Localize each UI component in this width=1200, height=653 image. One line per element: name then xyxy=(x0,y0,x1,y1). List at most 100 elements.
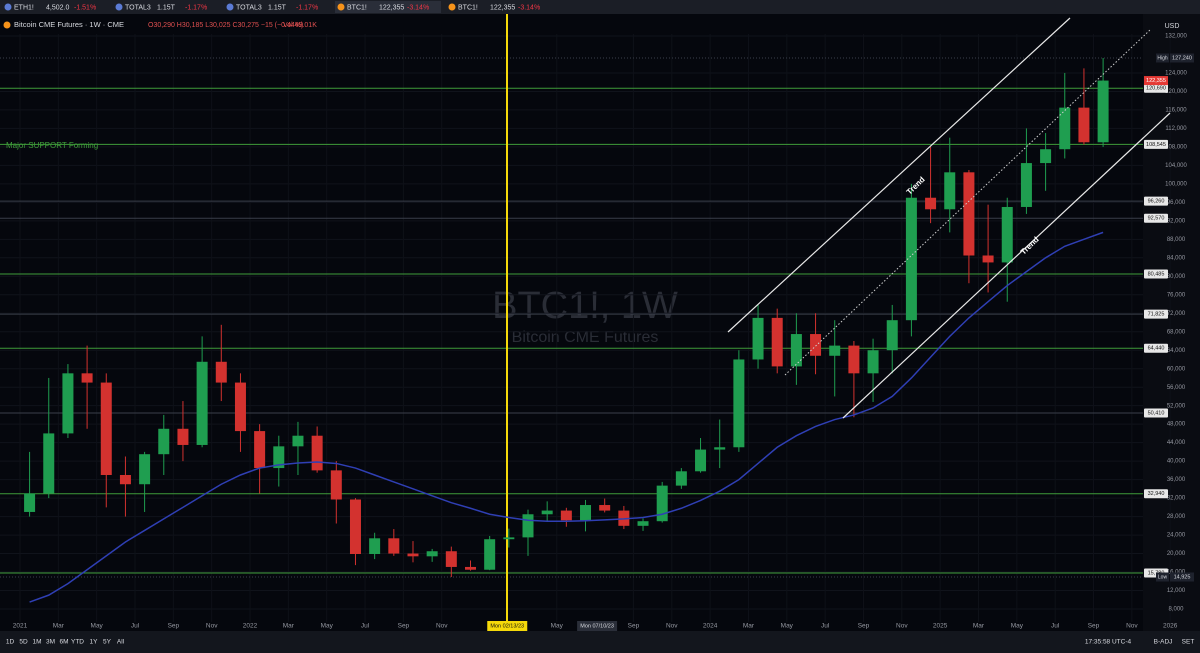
x-tick-label: Nov xyxy=(206,623,218,630)
level-label-bg xyxy=(1144,489,1168,499)
y-tick-label: 60,000 xyxy=(1167,366,1186,372)
tab-icon xyxy=(337,3,345,11)
status-adj[interactable]: B-ADJ xyxy=(1154,639,1173,646)
y-tick-label: 32,000 xyxy=(1167,496,1186,502)
y-tick-label: 112,000 xyxy=(1165,126,1187,132)
candle-body xyxy=(273,446,285,469)
y-tick-label: 40,000 xyxy=(1167,459,1186,465)
tag-value-bg xyxy=(1170,53,1194,63)
y-tick-label: 76,000 xyxy=(1167,292,1186,298)
timeframe-button[interactable]: 1M xyxy=(32,639,41,646)
level-label-bg xyxy=(1144,309,1168,319)
candle-body xyxy=(1078,107,1090,143)
status-set[interactable]: SET xyxy=(1182,639,1195,646)
timeframe-button[interactable]: 5D xyxy=(19,639,28,646)
tab[interactable]: BTC1! 122,355 -3.14% xyxy=(335,1,441,13)
timeframe-button[interactable]: YTD xyxy=(71,639,84,646)
grid: BTC1!, 1W Bitcoin CME Futures xyxy=(0,14,1171,622)
candle-body xyxy=(656,485,668,522)
y-tick-label: 92,000 xyxy=(1167,218,1186,224)
candle-body xyxy=(560,510,572,521)
candle-body xyxy=(445,551,457,567)
timeframe-button[interactable]: All xyxy=(117,639,125,646)
trend-line xyxy=(727,17,1071,333)
x-tick-label: Nov xyxy=(896,623,908,630)
tab-change: -1.17% xyxy=(296,4,318,11)
timeframe-button[interactable]: 3M xyxy=(46,639,55,646)
tab[interactable]: TOTAL3 1.15T -1.17% xyxy=(224,1,330,13)
tab-bg[interactable] xyxy=(446,1,552,13)
candle-body xyxy=(810,334,822,356)
last-price: 122,355 xyxy=(1146,78,1166,84)
timeframe-button[interactable]: 1D xyxy=(6,639,15,646)
candle-body xyxy=(733,359,745,448)
candle-body xyxy=(944,172,956,210)
trend-line xyxy=(842,112,1171,419)
last-price-bg xyxy=(1144,76,1168,86)
candle-body xyxy=(752,317,764,360)
candle-body xyxy=(464,566,476,570)
date-marker: Mon 07/10/23 xyxy=(580,623,614,629)
moving-average xyxy=(29,231,1104,603)
tab-price: 4,502.0 xyxy=(46,4,69,11)
x-tick-label: Mar xyxy=(283,623,295,630)
candle-body xyxy=(388,538,400,554)
candle-body xyxy=(139,454,151,485)
tab[interactable]: BTC1! 122,355 -3.14% xyxy=(446,1,552,13)
candle-body xyxy=(886,320,898,351)
tag-value: 127,240 xyxy=(1172,55,1192,61)
x-tick-label: Sep xyxy=(398,623,410,630)
x-tick-label: May xyxy=(551,623,564,630)
level-label: 96,260 xyxy=(1148,199,1165,205)
y-tick-label: 116,000 xyxy=(1165,108,1187,114)
y-tick-label: 88,000 xyxy=(1167,237,1186,243)
tab-change: -3.14% xyxy=(407,4,429,11)
timeframe-button[interactable]: 5Y xyxy=(103,639,112,646)
tab[interactable]: TOTAL3 1.15T -1.17% xyxy=(113,1,219,13)
candle-body xyxy=(62,373,74,434)
tab-bg[interactable] xyxy=(113,1,219,13)
x-tick-label: 2024 xyxy=(703,623,718,630)
candle-body xyxy=(771,317,783,367)
candle-body xyxy=(790,334,802,367)
y-tick-label: 124,000 xyxy=(1165,71,1187,77)
y-tick-label: 132,000 xyxy=(1165,34,1187,40)
x-tick-label: Mar xyxy=(973,623,985,630)
x-tick-label: May xyxy=(781,623,794,630)
level-label-bg xyxy=(1144,269,1168,279)
tab-price: 122,355 xyxy=(490,4,515,11)
x-tick-label: Sep xyxy=(1088,623,1100,630)
candle-body xyxy=(1020,163,1032,207)
y-tick-label: 12,000 xyxy=(1167,588,1186,594)
candle-body xyxy=(1059,107,1071,150)
tab-price: 1.15T xyxy=(268,4,287,11)
candle-body xyxy=(963,172,975,256)
candle-body xyxy=(637,521,649,526)
currency[interactable]: USD xyxy=(1165,23,1180,30)
candle-body xyxy=(330,470,342,500)
tab-symbol: BTC1! xyxy=(347,4,367,11)
tab-bg[interactable] xyxy=(335,1,441,13)
candle-body xyxy=(100,382,112,475)
y-tick-label: 28,000 xyxy=(1167,514,1186,520)
x-tick-label: 2022 xyxy=(243,623,258,630)
overlay: 8,00012,00016,00020,00024,00028,00032,00… xyxy=(6,17,1194,631)
tab-bg[interactable] xyxy=(224,1,330,13)
tab[interactable]: ETH1! 4,502.0 -1.51% xyxy=(2,1,108,13)
timeframe-button[interactable]: 1Y xyxy=(90,639,99,646)
level-label-bg xyxy=(1144,139,1168,149)
candle-body xyxy=(119,474,131,485)
x-tick-label: 2026 xyxy=(1163,623,1178,630)
candle-body xyxy=(1097,80,1109,143)
x-tick-label: Jul xyxy=(1051,623,1060,630)
tab-bg[interactable] xyxy=(2,1,108,13)
tab-icon xyxy=(115,3,123,11)
timeframe-button[interactable]: 6M xyxy=(59,639,68,646)
y-tick-label: 36,000 xyxy=(1167,477,1186,483)
level-label: 92,570 xyxy=(1148,216,1165,222)
level-label-bg xyxy=(1144,408,1168,418)
y-tick-label: 72,000 xyxy=(1167,311,1186,317)
tab-symbol: BTC1! xyxy=(458,4,478,11)
level-label-bg xyxy=(1144,343,1168,353)
